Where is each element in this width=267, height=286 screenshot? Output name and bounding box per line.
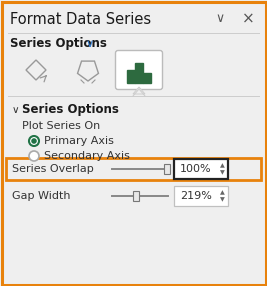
Text: Series Options: Series Options (22, 104, 119, 116)
FancyBboxPatch shape (6, 158, 261, 180)
FancyBboxPatch shape (132, 191, 139, 201)
Text: 219%: 219% (180, 191, 212, 201)
Text: ▲: ▲ (220, 164, 224, 168)
Text: Secondary Axis: Secondary Axis (44, 151, 130, 161)
Text: ×: × (242, 11, 254, 27)
Bar (143, 73, 151, 83)
FancyBboxPatch shape (2, 1, 265, 285)
Text: ∨: ∨ (215, 13, 225, 25)
Text: ∨: ∨ (86, 39, 94, 49)
Circle shape (31, 138, 37, 144)
Text: Primary Axis: Primary Axis (44, 136, 114, 146)
Text: 100%: 100% (180, 164, 212, 174)
Circle shape (29, 151, 39, 161)
FancyBboxPatch shape (174, 186, 228, 206)
Text: Gap Width: Gap Width (12, 191, 70, 201)
Text: ▼: ▼ (220, 198, 224, 202)
Polygon shape (133, 87, 145, 94)
Text: Format Data Series: Format Data Series (10, 11, 151, 27)
Text: ▲: ▲ (220, 190, 224, 196)
FancyBboxPatch shape (174, 159, 228, 179)
Text: Plot Series On: Plot Series On (22, 121, 100, 131)
FancyBboxPatch shape (164, 164, 170, 174)
Text: Series Options: Series Options (10, 37, 107, 51)
Bar (127, 70, 135, 83)
FancyBboxPatch shape (116, 51, 163, 90)
Text: ▼: ▼ (220, 170, 224, 176)
Text: Series Overlap: Series Overlap (12, 164, 94, 174)
Bar (135, 63, 143, 83)
Text: ∨: ∨ (12, 105, 20, 115)
Circle shape (29, 136, 39, 146)
